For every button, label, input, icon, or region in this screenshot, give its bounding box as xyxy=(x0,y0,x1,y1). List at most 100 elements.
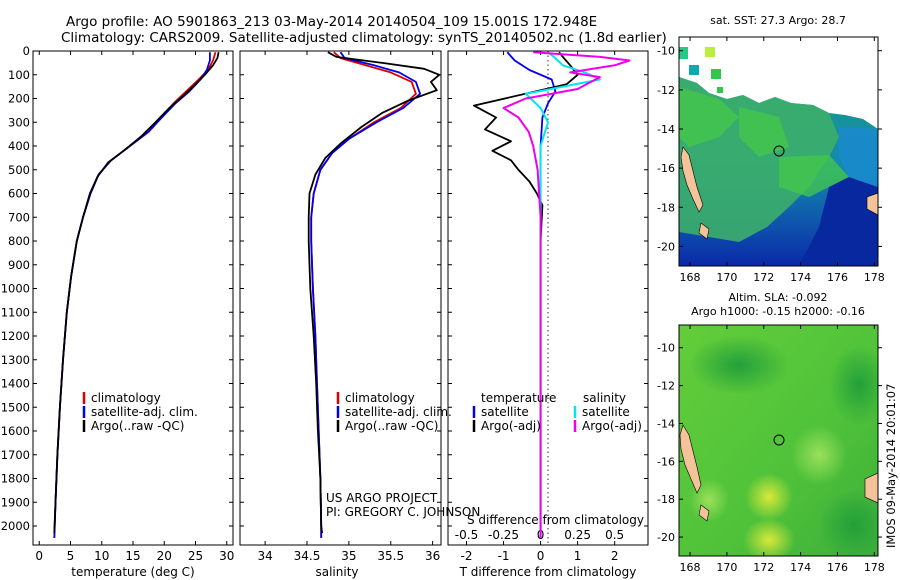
x-tick-label: -1 xyxy=(498,549,510,563)
y-tick-label: 300 xyxy=(8,115,30,129)
sla-map-subtitle: Argo h1000: -0.15 h2000: -0.16 xyxy=(691,305,865,318)
x-tick-label: 5 xyxy=(67,549,75,563)
legend-label-satellite: satellite-adj. clim. xyxy=(345,405,452,419)
difference-legend: temperature salinity satellite Argo(-adj… xyxy=(472,391,642,433)
salinity-legend: climatology satellite-adj. clim. Argo(..… xyxy=(336,391,452,433)
sst-map-frame xyxy=(678,36,879,267)
map-y-tick-label: -18 xyxy=(657,201,675,214)
s-tick-label: 0.25 xyxy=(564,528,591,542)
x-tick-label: 36 xyxy=(425,549,440,563)
x-tick-label: 34.5 xyxy=(294,549,321,563)
y-tick-label: 1500 xyxy=(1,400,30,414)
series-line-argo-raw-qc- xyxy=(53,52,220,534)
y-tick-label: 2000 xyxy=(1,519,30,533)
map-y-tick-label: -12 xyxy=(657,380,675,393)
sst-map-panel: sat. SST: 27.3 Argo: 28.7 168 170 172 174 17… xyxy=(657,14,885,284)
s-tick-label: -0.25 xyxy=(488,528,519,542)
sla-low-anomaly xyxy=(819,490,878,556)
sla-map-title: Altim. SLA: -0.092 xyxy=(728,291,827,304)
x-tick-label: 10 xyxy=(94,549,109,563)
argo-float-marker xyxy=(773,434,785,446)
sst-map-title: sat. SST: 27.3 Argo: 28.7 xyxy=(710,14,846,27)
y-tick-label: 700 xyxy=(8,210,30,224)
y-tick-label: 0 xyxy=(23,44,30,58)
y-tick-label: 1600 xyxy=(1,424,30,438)
map-x-tick-label: 168 xyxy=(680,271,701,284)
land-island xyxy=(698,504,710,522)
legend-label-climatology: climatology xyxy=(345,391,415,405)
sst-cold-region xyxy=(799,177,878,266)
temperature-axis-ticks: 0100200300400500600700800900100011001200… xyxy=(1,44,235,563)
x-tick-label: 2 xyxy=(611,549,619,563)
y-tick-label: 1400 xyxy=(1,377,30,391)
x-tick-label: 35 xyxy=(341,549,356,563)
x-tick-label: 1 xyxy=(574,549,582,563)
legend-label-satellite: satellite-adj. clim. xyxy=(91,405,198,419)
map-y-tick-label: -14 xyxy=(657,417,675,430)
salinity-axes-frame xyxy=(239,50,442,546)
argo-float-marker xyxy=(773,145,785,157)
map-y-tick-label: -12 xyxy=(657,84,675,97)
temperature-legend: climatology satellite-adj. clim. Argo(..… xyxy=(82,391,198,433)
sst-no-data-cell xyxy=(717,87,723,93)
credit-line-1: US ARGO PROJECT xyxy=(326,491,438,505)
generation-timestamp: IMOS 09-May-2014 20:01:07 xyxy=(884,384,898,548)
sla-low-anomaly xyxy=(829,345,878,425)
sla-map-panel: Altim. SLA: -0.092 Argo h1000: -0.15 h20… xyxy=(657,291,885,574)
y-tick-label: 1200 xyxy=(1,329,30,343)
salinity-x-label: salinity xyxy=(315,565,358,579)
legend-title-salinity: salinity xyxy=(583,391,626,405)
sst-no-data-cell xyxy=(711,69,721,79)
legend-label-t-satellite: satellite xyxy=(481,405,529,419)
temperature-x-label: temperature (deg C) xyxy=(71,565,194,579)
series-line-s-satellite xyxy=(524,51,601,538)
sst-map-image xyxy=(679,37,878,266)
map-y-tick-label: -10 xyxy=(657,342,675,355)
legend-label-t-argo: Argo(-adj) xyxy=(481,419,541,433)
series-line-s-argo-adj- xyxy=(502,51,631,538)
sst-green-patches xyxy=(679,87,849,197)
sla-map-image xyxy=(679,325,878,556)
header-line-2: Climatology: CARS2009. Satellite-adjuste… xyxy=(61,30,667,46)
series-line-t-argo-adj- xyxy=(473,51,579,538)
legend-label-climatology: climatology xyxy=(91,391,161,405)
y-tick-label: 1000 xyxy=(1,282,30,296)
map-y-tick-label: -10 xyxy=(657,45,675,58)
legend-title-temperature: temperature xyxy=(481,391,556,405)
s-difference-label: S difference from climatology xyxy=(467,513,644,527)
y-tick-label: 1800 xyxy=(1,472,30,486)
x-tick-label: 35.5 xyxy=(377,549,404,563)
sla-map-frame xyxy=(678,324,879,557)
sla-map-axis-ticks: 168 170 172 174 176 178 -10 -12 -14 -16 -18 -20 xyxy=(657,325,885,574)
land-fiji xyxy=(866,192,878,216)
legend-label-argo: Argo(..raw -QC) xyxy=(91,419,184,433)
salinity-series xyxy=(307,51,441,538)
map-x-tick-label: 176 xyxy=(827,271,848,284)
s-tick-label: -0.5 xyxy=(455,528,478,542)
legend-label-argo: Argo(..raw -QC) xyxy=(345,419,438,433)
x-tick-label: 20 xyxy=(157,549,172,563)
land-vanuatu xyxy=(679,424,702,494)
x-tick-label: 34 xyxy=(257,549,272,563)
difference-axis-ticks: -2 -1 0 1 2-0.5 -0.25 0 0.25 0.5 xyxy=(448,50,648,563)
y-tick-label: 1100 xyxy=(1,305,30,319)
y-tick-label: 600 xyxy=(8,187,30,201)
legend-label-s-satellite: satellite xyxy=(582,405,630,419)
sst-no-data-cell xyxy=(679,47,688,59)
t-difference-x-label: T difference from climatology xyxy=(459,565,637,579)
series-line-argo-raw-qc- xyxy=(307,51,441,534)
y-tick-label: 1300 xyxy=(1,353,30,367)
salinity-axis-ticks: 34 34.5 35 35.5 36 xyxy=(240,50,441,563)
sst-mid-region xyxy=(839,127,878,187)
y-tick-label: 400 xyxy=(8,139,30,153)
x-tick-label: 15 xyxy=(125,549,140,563)
legend-label-s-argo: Argo(-adj) xyxy=(582,419,642,433)
sst-no-data-cell xyxy=(705,47,715,57)
x-tick-label: 0 xyxy=(537,549,545,563)
map-x-tick-label: 172 xyxy=(753,271,774,284)
map-x-tick-label: 170 xyxy=(716,561,737,574)
y-tick-label: 500 xyxy=(8,163,30,177)
map-x-tick-label: 168 xyxy=(680,561,701,574)
credit-line-2: PI: GREGORY C. JOHNSON xyxy=(326,505,480,519)
